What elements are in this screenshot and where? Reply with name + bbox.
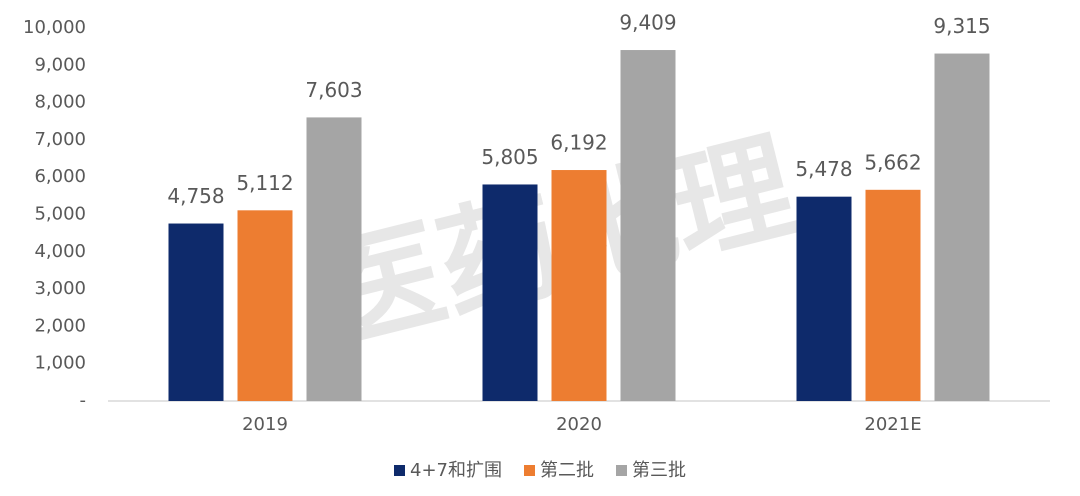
bar	[482, 184, 538, 401]
bar	[796, 196, 852, 401]
y-tick-label: -	[80, 390, 87, 411]
legend-swatch	[394, 465, 405, 476]
value-label: 9,409	[619, 11, 676, 35]
x-tick-label: 2021E	[864, 414, 921, 435]
value-label: 4,758	[167, 184, 224, 208]
bar	[620, 50, 676, 401]
value-label: 7,603	[305, 78, 362, 102]
x-tick-label: 2019	[242, 414, 288, 435]
value-label: 5,112	[236, 171, 293, 195]
value-label: 6,192	[550, 131, 607, 155]
legend-swatch	[524, 465, 535, 476]
bar	[168, 223, 224, 401]
value-label: 5,805	[481, 145, 538, 169]
bar	[306, 117, 362, 402]
y-tick-label: 10,000	[23, 17, 86, 38]
y-tick-label: 9,000	[34, 54, 86, 75]
bar	[865, 189, 921, 401]
y-tick-label: 7,000	[34, 129, 86, 150]
value-label: 9,315	[933, 14, 990, 38]
y-tick-label: 4,000	[34, 241, 86, 262]
y-tick-label: 3,000	[34, 278, 86, 299]
bar	[934, 53, 990, 401]
y-tick-label: 2,000	[34, 315, 86, 336]
legend-swatch	[616, 465, 627, 476]
y-tick-label: 8,000	[34, 92, 86, 113]
legend-label: 第三批	[632, 460, 686, 481]
y-tick-label: 1,000	[34, 353, 86, 374]
y-tick-label: 6,000	[34, 166, 86, 187]
bar	[551, 170, 607, 401]
legend-label: 4+7和扩围	[410, 460, 502, 481]
value-label: 5,662	[864, 150, 921, 174]
legend-label: 第二批	[540, 460, 594, 481]
bar	[237, 210, 293, 401]
x-tick-label: 2020	[556, 414, 602, 435]
value-label: 5,478	[795, 157, 852, 181]
y-tick-label: 5,000	[34, 204, 86, 225]
